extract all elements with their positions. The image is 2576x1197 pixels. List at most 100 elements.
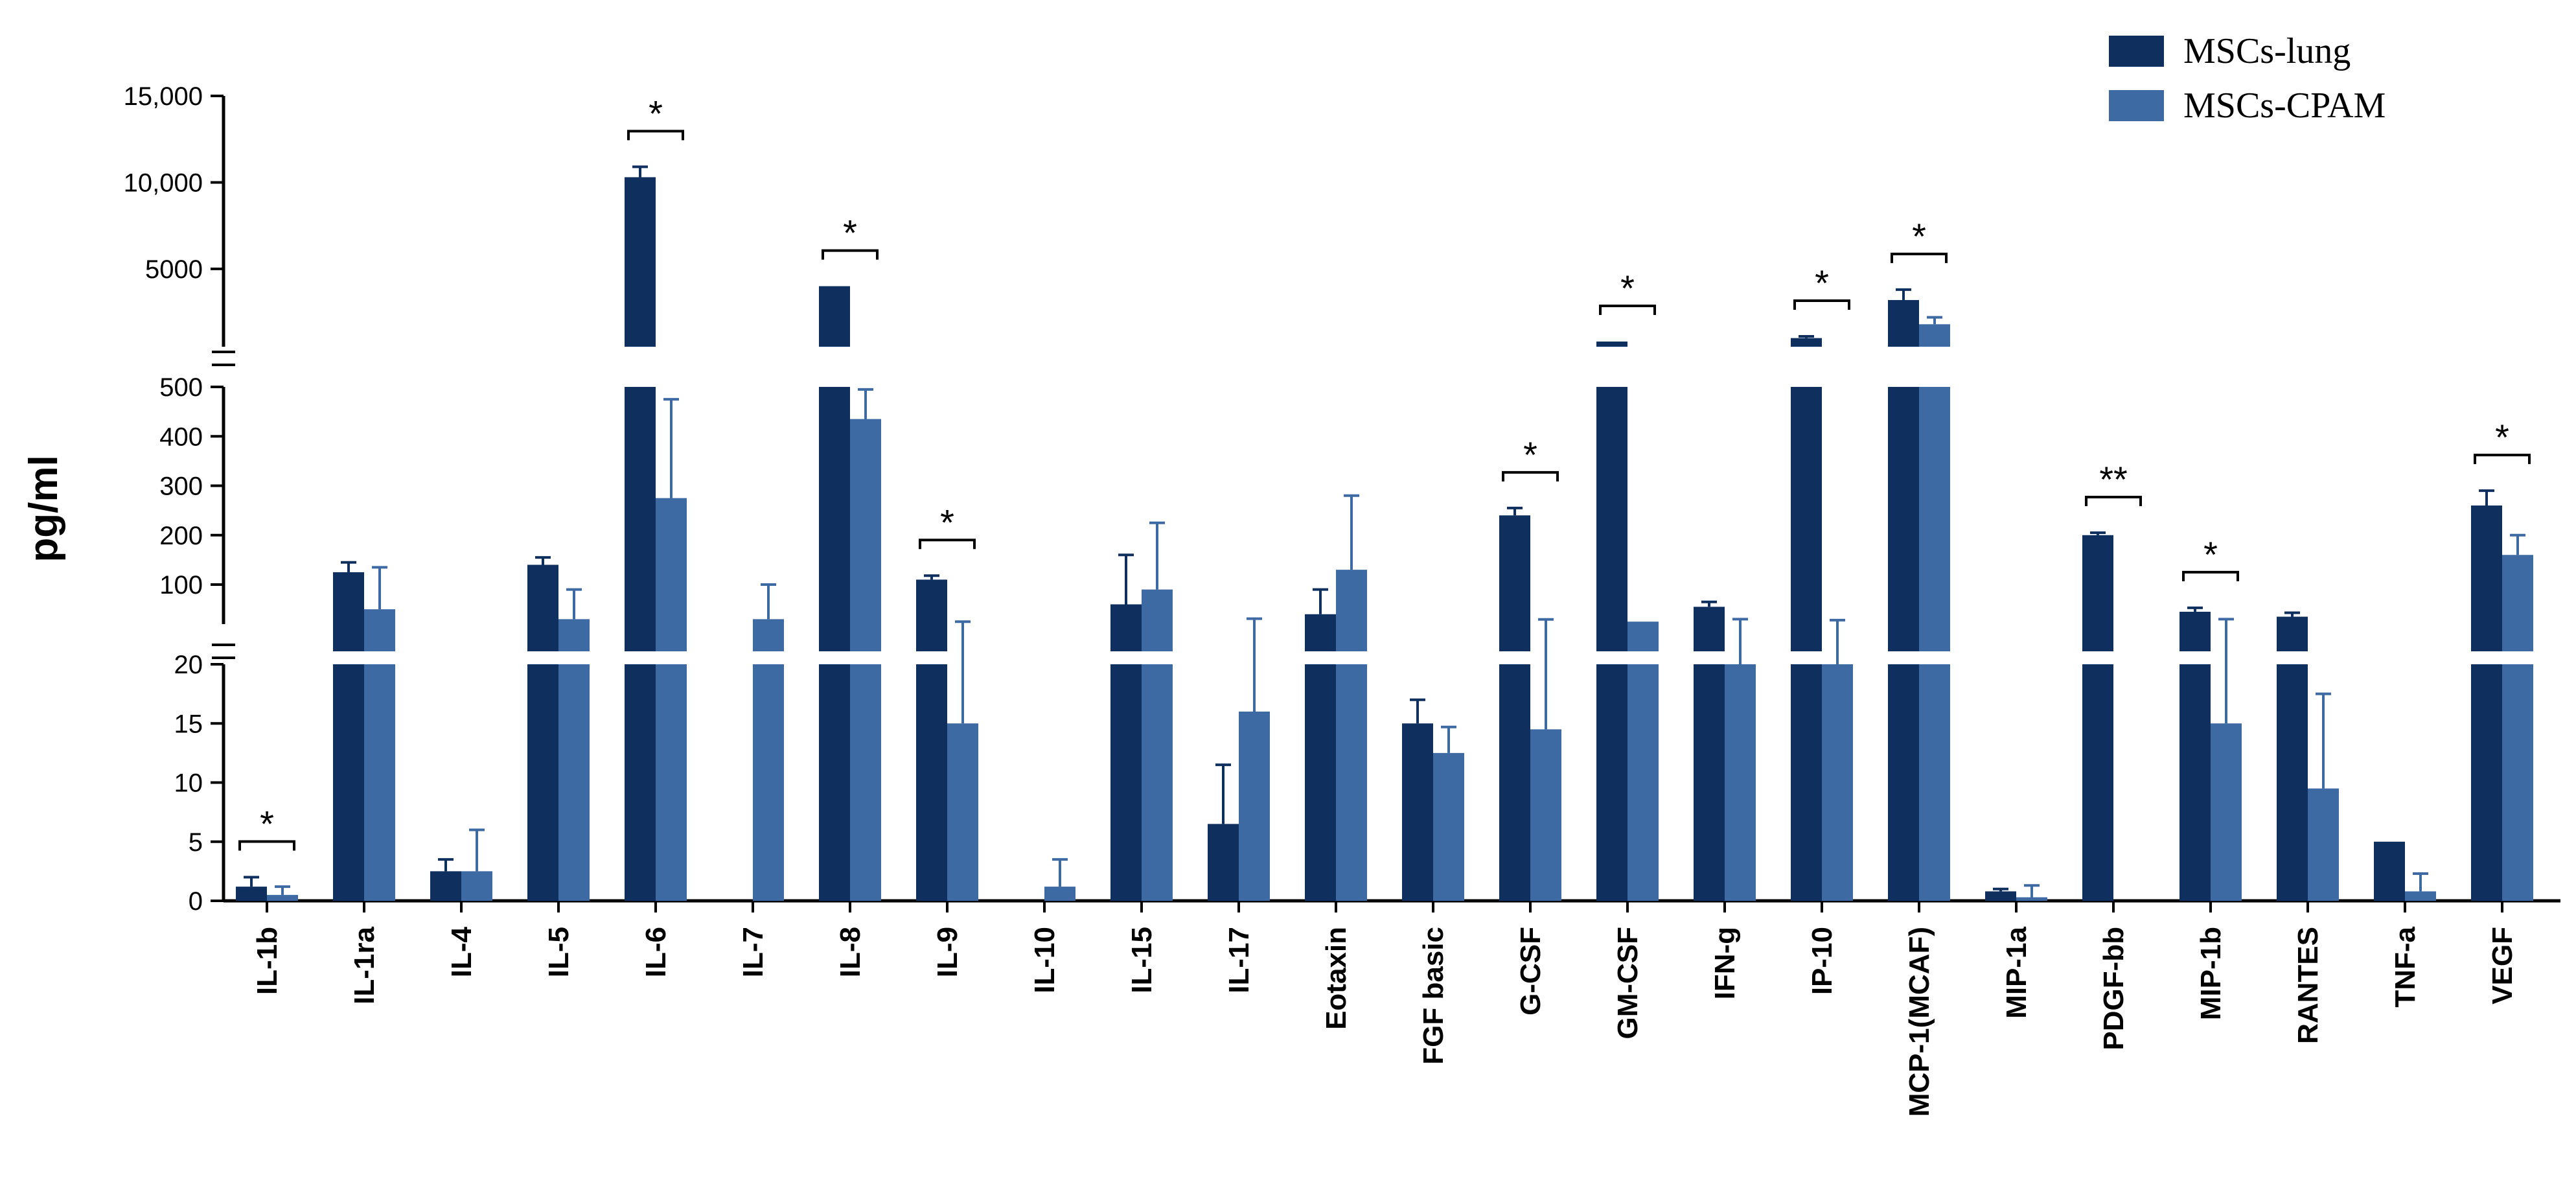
- y-tick-label: 10: [174, 769, 203, 798]
- legend-swatch-msc-lung: [2109, 36, 2164, 67]
- y-tick-label: 5000: [145, 255, 203, 284]
- bar: [753, 619, 784, 901]
- y-tick-label: 200: [159, 522, 203, 550]
- bar: [461, 871, 492, 901]
- bar: [1499, 515, 1530, 901]
- bar: [947, 723, 978, 901]
- x-category-label: IL-1b: [251, 927, 283, 995]
- axes: 0 5 10 15 20 100 200 300 400 500 5000 10,000 15,000: [124, 82, 2560, 916]
- x-category-label: TNF-a: [2389, 926, 2421, 1007]
- error-bars: [244, 165, 2525, 898]
- bar: [1919, 324, 1950, 901]
- bar-break-gap: [654, 651, 688, 664]
- x-category-label: MCP-1(MCAF): [1903, 927, 1935, 1117]
- bar-break-gap: [623, 651, 657, 664]
- bar: [236, 887, 267, 901]
- bar-break-gap: [1789, 347, 1823, 387]
- bar-break-gap: [1595, 347, 1629, 387]
- bar-break-gap: [1335, 651, 1368, 664]
- x-category-label: IL-1ra: [349, 926, 380, 1004]
- bar: [1402, 723, 1433, 901]
- significance-label: *: [2203, 534, 2218, 575]
- significance-bracket: [919, 539, 976, 550]
- significance-bracket: [1599, 304, 1656, 315]
- significance-label: *: [1815, 262, 1829, 303]
- bar: [2211, 723, 2242, 901]
- bar-break-gap: [1304, 651, 1337, 664]
- x-category-label: RANTES: [2292, 927, 2324, 1044]
- bar-break-gap: [1692, 651, 1726, 664]
- bar: [430, 871, 461, 901]
- significance-bracket: [2474, 454, 2531, 465]
- y-tick-label: 400: [159, 423, 203, 451]
- bar: [1530, 729, 1561, 901]
- significance-bracket: [627, 130, 684, 141]
- bar: [2374, 841, 2405, 901]
- bar-break-gap: [2275, 651, 2309, 664]
- bar-break-gap: [1887, 651, 1920, 664]
- x-category-label: MIP-1b: [2195, 927, 2227, 1020]
- significance-label: **: [2099, 459, 2128, 500]
- significance-label: *: [1620, 268, 1635, 308]
- x-category-label: IL-6: [640, 927, 672, 977]
- bar: [267, 894, 298, 901]
- legend: MSCs-lung MSCs-CPAM: [2109, 31, 2386, 126]
- bar: [2471, 506, 2502, 901]
- bar: [333, 572, 364, 901]
- x-category-label: Eotaxin: [1320, 927, 1352, 1030]
- bar: [1208, 824, 1239, 901]
- x-category-label: IL-8: [834, 927, 866, 977]
- bar-break-gap: [1789, 651, 1823, 664]
- bar-break-gap: [1140, 651, 1174, 664]
- significance-label: *: [2495, 417, 2509, 458]
- x-category-label: VEGF: [2487, 927, 2518, 1005]
- bar-break-gap: [818, 347, 851, 387]
- bar: [1433, 752, 1464, 901]
- legend-swatch-msc-cpam: [2109, 90, 2164, 121]
- x-axis-labels: IL-1b IL-1ra IL-4 IL-5 IL-6 IL-7 IL-8 IL-9 IL-10…: [251, 926, 2518, 1117]
- bar: [1596, 341, 1627, 901]
- bar: [527, 564, 558, 901]
- bar: [2405, 891, 2436, 901]
- significance-bracket: [822, 249, 879, 260]
- y-axis-label: pg/ml: [21, 455, 66, 562]
- y-tick-label: 5: [189, 828, 203, 857]
- bar-break-gap: [915, 651, 949, 664]
- legend-label-msc-cpam: MSCs-CPAM: [2183, 86, 2386, 126]
- bar: [2082, 535, 2113, 901]
- bar-break-gap: [752, 651, 785, 664]
- significance-bracket: [1793, 299, 1850, 310]
- bar-break-gap: [1626, 651, 1660, 664]
- y-tick-label: 20: [174, 651, 203, 679]
- bar: [1239, 712, 1270, 901]
- bar: [1627, 622, 1659, 901]
- x-category-label: GM-CSF: [1612, 927, 1644, 1040]
- bar-break-gap: [363, 651, 397, 664]
- bar-break-gap: [849, 651, 882, 664]
- bar-break-gap: [332, 651, 365, 664]
- bar: [656, 498, 687, 901]
- x-category-label: G-CSF: [1515, 927, 1547, 1016]
- y-tick-label: 15,000: [124, 82, 203, 111]
- x-category-label: MIP-1a: [2001, 926, 2032, 1018]
- significance-bracket: [2085, 495, 2142, 506]
- bar-break-gap: [1918, 651, 1951, 664]
- bar-break-gap: [623, 347, 657, 387]
- significance-brackets: ****** ******: [238, 93, 2531, 851]
- bar-break-gap: [818, 651, 851, 664]
- y-tick-label: 15: [174, 710, 203, 738]
- bar-break-gap: [1109, 651, 1143, 664]
- bar: [1888, 299, 1919, 901]
- significance-label: *: [1912, 216, 1926, 257]
- y-tick-label: 300: [159, 472, 203, 501]
- significance-label: *: [1523, 434, 1537, 475]
- bar: [1110, 604, 1142, 901]
- significance-bracket: [2182, 570, 2239, 581]
- bar: [819, 286, 850, 901]
- bar: [1142, 589, 1173, 901]
- y-tick-label: 10,000: [124, 169, 203, 197]
- y-tick-label: 0: [189, 887, 203, 916]
- bar-break-gap: [557, 651, 591, 664]
- bar: [1694, 607, 1725, 901]
